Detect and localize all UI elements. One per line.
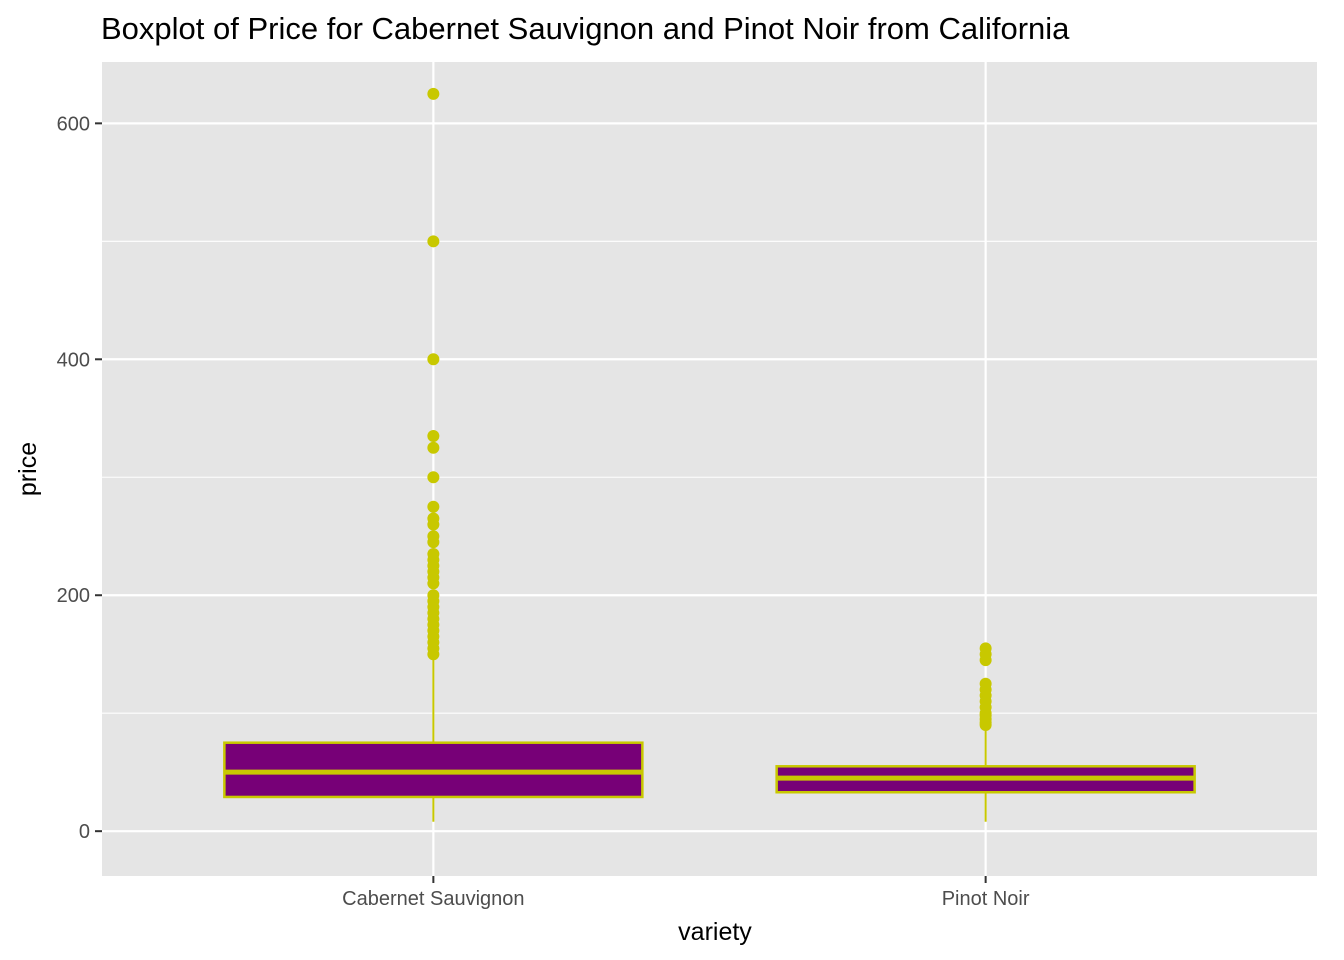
box-1 xyxy=(775,642,1196,822)
y-axis-title: price xyxy=(14,442,42,496)
chart-title: Boxplot of Price for Cabernet Sauvignon … xyxy=(101,11,1070,46)
outlier-point xyxy=(427,577,440,590)
outlier-point xyxy=(427,235,440,248)
outlier-point xyxy=(427,648,440,661)
outlier-point xyxy=(427,441,440,454)
plot-panel xyxy=(102,62,1317,876)
outlier-point xyxy=(979,718,992,731)
outlier-point xyxy=(427,353,440,366)
y-tick-label: 200 xyxy=(57,585,90,607)
x-tick-label: Cabernet Sauvignon xyxy=(342,888,524,910)
outlier-point xyxy=(427,471,440,484)
y-axis: 0 200 400 600 xyxy=(57,113,102,843)
outlier-point xyxy=(427,429,440,442)
outlier-point xyxy=(427,518,440,531)
y-tick-label: 400 xyxy=(57,349,90,371)
x-axis-title: variety xyxy=(678,918,752,946)
outlier-point xyxy=(979,654,992,667)
outlier-point xyxy=(427,87,440,100)
gridlines xyxy=(102,62,1317,876)
box-layer xyxy=(223,87,1196,822)
outlier-point xyxy=(427,500,440,513)
outlier-point xyxy=(427,536,440,549)
y-tick-label: 0 xyxy=(79,821,90,843)
x-tick-label: Pinot Noir xyxy=(942,888,1030,910)
y-tick-label: 600 xyxy=(57,113,90,135)
box-0 xyxy=(223,87,644,822)
x-axis: Cabernet Sauvignon Pinot Noir xyxy=(342,876,1030,910)
